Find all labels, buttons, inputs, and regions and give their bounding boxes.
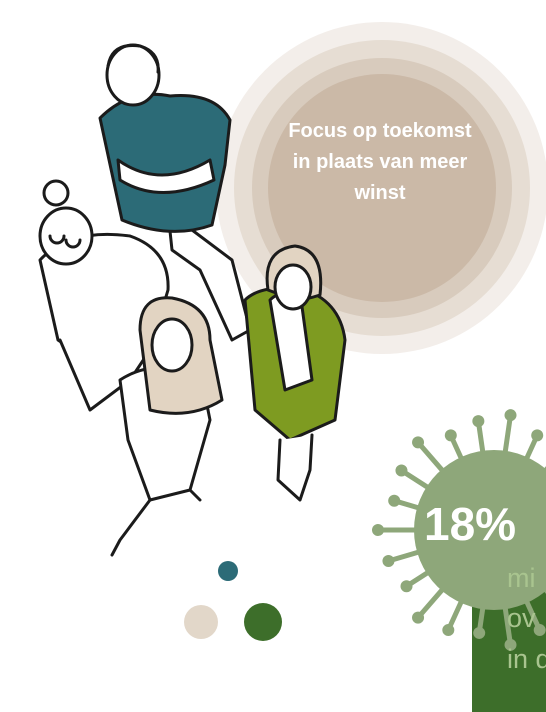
virus-spike	[401, 471, 430, 489]
dot-green	[244, 603, 282, 641]
virus-spike	[526, 435, 538, 460]
virus-spike	[418, 442, 444, 472]
dots	[184, 561, 282, 641]
legs	[278, 435, 312, 500]
head	[107, 45, 159, 105]
stat-line: ov	[507, 602, 536, 634]
virus-spike	[388, 551, 421, 561]
virus-spike	[478, 421, 483, 455]
stat-value: 18%	[424, 496, 516, 552]
virus-spike	[418, 587, 444, 617]
head	[40, 208, 92, 264]
dot-teal	[218, 561, 238, 581]
head	[152, 319, 192, 371]
virus-spike	[451, 435, 463, 460]
hair-bun	[44, 181, 68, 205]
stat-line: mi	[507, 562, 536, 594]
page: Focus op toekomst in plaats van meer win…	[0, 0, 546, 712]
illustration	[0, 0, 546, 712]
virus-spike	[505, 415, 511, 455]
bubble-text: Focus op toekomst in plaats van meer win…	[280, 116, 480, 209]
dot-beige	[184, 605, 218, 639]
virus-spike	[407, 571, 431, 586]
stat-line: in d	[507, 643, 546, 675]
head	[275, 265, 311, 309]
virus-spike	[448, 599, 462, 630]
